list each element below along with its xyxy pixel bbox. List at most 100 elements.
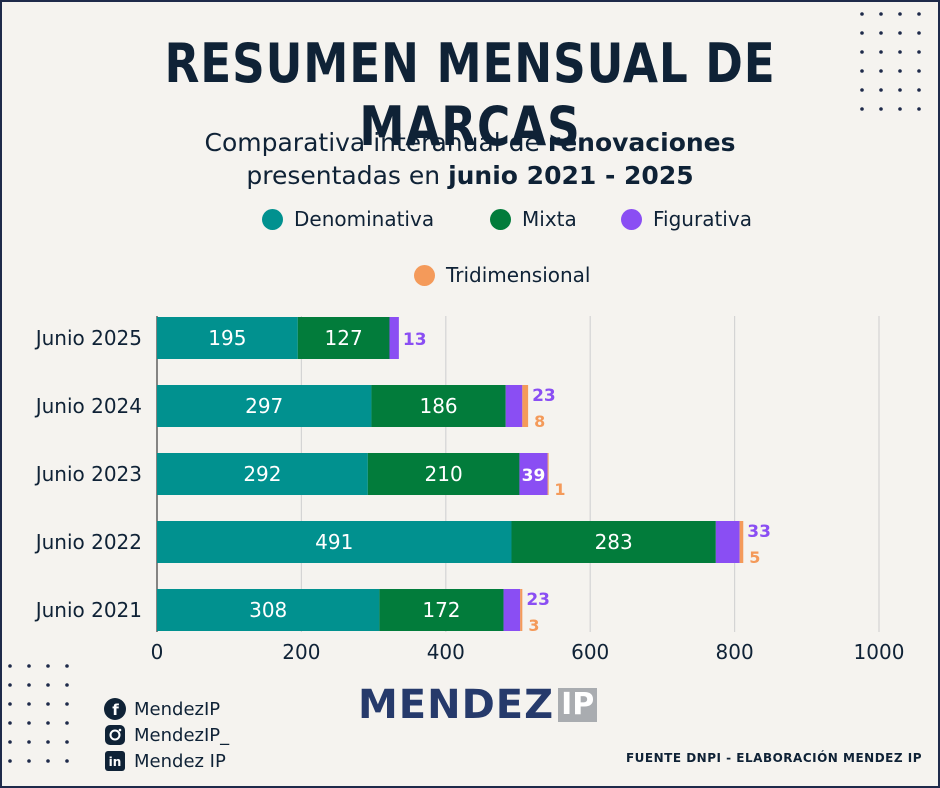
decorative-dot — [917, 12, 921, 16]
bar-figurativa — [715, 521, 740, 563]
social-instagram-label: MendezIP_ — [134, 724, 230, 746]
legend-dot-tridimensional — [414, 264, 435, 286]
legend-label-mixta: Mixta — [522, 207, 577, 231]
source-note: FUENTE DNPI - ELABORACIÓN MENDEZ IP — [625, 751, 922, 765]
decorative-dot — [898, 12, 902, 16]
decorative-dot — [65, 664, 69, 668]
data-label-figurativa: 39 — [522, 466, 546, 486]
category-label: Junio 2023 — [34, 462, 142, 486]
decorative-dot — [917, 31, 921, 35]
bar-mixta — [511, 521, 716, 563]
x-tick-label: 800 — [716, 640, 754, 664]
decorative-dot — [27, 740, 31, 744]
data-label-figurativa: 23 — [532, 386, 556, 406]
decorative-dot — [917, 88, 921, 92]
logo-main-text: MENDEZ — [358, 682, 555, 728]
decorative-dot — [65, 721, 69, 725]
social-linkedin[interactable]: in Mendez IP — [104, 750, 226, 772]
legend-figurativa: Figurativa — [621, 207, 752, 231]
category-label: Junio 2021 — [34, 598, 142, 622]
decorative-dot — [27, 664, 31, 668]
x-tick-label: 400 — [427, 640, 465, 664]
decorative-dot — [8, 702, 12, 706]
legend-mixta: Mixta — [490, 207, 577, 231]
bar-denominativa — [157, 521, 512, 563]
social-facebook[interactable]: f MendezIP — [104, 698, 220, 720]
facebook-icon: f — [104, 698, 126, 720]
instagram-icon — [104, 724, 126, 746]
x-tick-label: 200 — [282, 640, 320, 664]
data-label-mixta: 127 — [325, 326, 363, 350]
bar-figurativa — [519, 453, 548, 495]
decorative-dot — [8, 721, 12, 725]
decorative-dot — [898, 88, 902, 92]
legend-dot-denominativa — [262, 208, 283, 230]
bar-denominativa — [157, 385, 372, 427]
decorative-dot — [898, 31, 902, 35]
decorative-dot — [860, 12, 864, 16]
mendez-ip-logo: MENDEZ IP — [358, 682, 598, 728]
data-label-mixta: 283 — [595, 530, 633, 554]
decorative-dot — [46, 702, 50, 706]
decorative-dot — [46, 740, 50, 744]
legend-denominativa: Denominativa — [262, 207, 434, 231]
data-label-denominativa: 292 — [243, 462, 281, 486]
svg-text:f: f — [112, 701, 119, 719]
subtitle-line2-text: presentadas en — [246, 161, 449, 190]
social-linkedin-label: Mendez IP — [134, 750, 226, 772]
decorative-dot — [917, 50, 921, 54]
decorative-dot — [879, 88, 883, 92]
bar-mixta — [379, 589, 504, 631]
linkedin-icon: in — [104, 750, 126, 772]
bar-mixta — [371, 385, 506, 427]
decorative-dot — [879, 69, 883, 73]
legend-dot-mixta — [490, 208, 511, 230]
data-label-figurativa: 13 — [403, 330, 427, 350]
page-title: RESUMEN MENSUAL DE MARCAS — [164, 32, 776, 158]
decorative-dot — [917, 107, 921, 111]
data-label-tridimensional: 5 — [749, 548, 760, 567]
decorative-dot — [860, 88, 864, 92]
category-label: Junio 2025 — [34, 326, 142, 350]
bar-figurativa — [503, 589, 521, 631]
decorative-dot — [879, 31, 883, 35]
decorative-dot — [860, 31, 864, 35]
decorative-dot — [46, 683, 50, 687]
x-tick-label: 0 — [151, 640, 164, 664]
decorative-dot — [27, 759, 31, 763]
bar-denominativa — [157, 589, 380, 631]
data-label-figurativa: 33 — [747, 522, 771, 542]
decorative-dot — [917, 69, 921, 73]
data-label-denominativa: 195 — [208, 326, 246, 350]
category-label: Junio 2022 — [34, 530, 142, 554]
category-label: Junio 2024 — [34, 394, 142, 418]
decorative-dot — [65, 683, 69, 687]
bar-tridimensional — [547, 453, 549, 495]
decorative-dot — [898, 50, 902, 54]
subtitle-line1-text: Comparativa interanual de — [204, 128, 548, 157]
legend-label-tridimensional: Tridimensional — [446, 263, 591, 287]
page-subtitle: Comparativa interanual de renovaciones p… — [0, 126, 940, 192]
decorative-dot — [46, 664, 50, 668]
legend-label-denominativa: Denominativa — [294, 207, 435, 231]
decorative-dot — [65, 702, 69, 706]
data-label-mixta: 172 — [422, 598, 460, 622]
legend-dot-figurativa — [621, 208, 642, 230]
decorative-dots-bottom-left — [8, 664, 69, 763]
decorative-dots-top-right — [860, 12, 921, 111]
decorative-dot — [27, 683, 31, 687]
bar-tridimensional — [522, 385, 529, 427]
data-label-tridimensional: 1 — [554, 480, 565, 499]
decorative-dot — [27, 702, 31, 706]
bar-denominativa — [157, 453, 368, 495]
bar-denominativa — [157, 317, 298, 359]
social-instagram[interactable]: MendezIP_ — [104, 724, 229, 746]
legend-label-figurativa: Figurativa — [653, 207, 752, 231]
data-label-denominativa: 297 — [245, 394, 283, 418]
svg-text:in: in — [109, 755, 122, 769]
bar-mixta — [367, 453, 520, 495]
decorative-dot — [860, 107, 864, 111]
decorative-dot — [8, 759, 12, 763]
